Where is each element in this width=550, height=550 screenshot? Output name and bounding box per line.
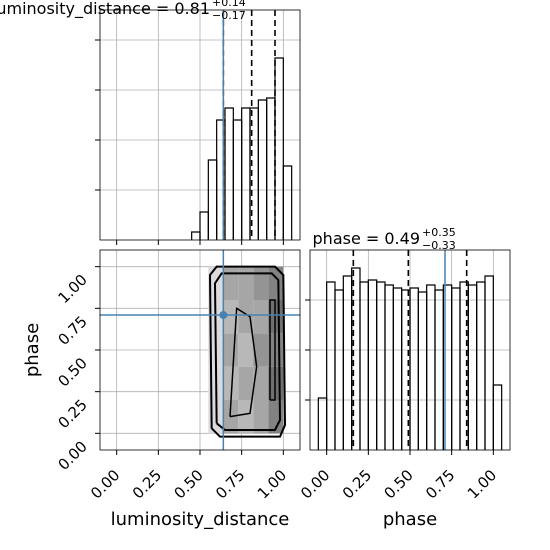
x-tick-label: 0.25: [129, 466, 165, 502]
histogram-bar: [199, 211, 209, 240]
histogram-bar: [326, 281, 336, 450]
x-tick-label: 0.25: [339, 466, 375, 502]
histogram-bar: [191, 231, 201, 240]
panel-frame: [99, 249, 301, 451]
title-upper: +0.14: [212, 0, 246, 9]
title-upper: +0.35: [422, 226, 456, 239]
density-cell: [238, 400, 254, 434]
histogram-bar: [434, 289, 444, 450]
x-tick-label: 0.50: [170, 466, 206, 502]
density-cell: [223, 366, 239, 400]
density-cell: [253, 400, 269, 434]
histogram-bar: [359, 281, 369, 450]
panel-frame: [309, 249, 511, 451]
y-tick-label: 1.00: [54, 271, 90, 307]
histogram-bar: [232, 119, 243, 240]
x-tick-label: 1.00: [254, 466, 290, 502]
histogram-bar: [467, 284, 478, 450]
contour-line: [269, 299, 276, 401]
density-cell: [253, 266, 269, 300]
density-cell: [223, 266, 239, 300]
density-cell: [253, 300, 269, 334]
density-cell: [238, 266, 254, 300]
histogram-bar: [417, 291, 428, 450]
x-axis-label: luminosity_distance: [111, 509, 290, 530]
histogram-bar: [282, 165, 293, 240]
histogram-bar: [384, 284, 394, 450]
histogram-bar: [367, 279, 378, 450]
x-tick-label: 0.75: [212, 466, 248, 502]
x-axis-label: phase: [383, 509, 437, 530]
histogram-bar: [376, 281, 386, 450]
density-cell: [238, 366, 254, 400]
histogram-bar: [317, 397, 328, 450]
histogram-bar: [342, 275, 353, 450]
panel-title: luminosity_distance = 0.81: [0, 0, 210, 19]
panel-frame: [99, 9, 301, 241]
title-lower: −0.33: [422, 239, 456, 252]
x-tick-label: 0.00: [297, 466, 333, 502]
histogram-bar: [224, 107, 234, 240]
histogram-bar: [207, 159, 218, 240]
histogram-bar: [484, 275, 494, 450]
y-tick-label: 0.50: [54, 354, 90, 390]
truth-point: [219, 311, 228, 319]
x-tick-label: 0.50: [380, 466, 416, 502]
density-cell: [223, 333, 239, 367]
histogram-bar: [257, 99, 268, 240]
histogram-bar: [241, 107, 251, 240]
histogram-bar: [492, 384, 503, 450]
contour-line: [229, 307, 258, 418]
density-cell: [223, 300, 239, 334]
contour-line: [213, 272, 282, 431]
density-cell: [253, 366, 269, 400]
histogram-bar: [266, 97, 276, 240]
histogram-bar: [274, 57, 284, 240]
panel-title: phase = 0.49: [313, 229, 420, 248]
y-axis-label: phase: [22, 323, 43, 377]
x-tick-label: 0.75: [422, 466, 458, 502]
y-tick-label: 0.75: [54, 312, 90, 348]
title-lower: −0.17: [212, 9, 246, 22]
density-cell: [238, 300, 254, 334]
histogram-bar: [476, 281, 486, 450]
histogram-bar: [451, 287, 461, 450]
y-tick-label: 0.25: [54, 396, 90, 432]
histogram-bar: [334, 289, 344, 450]
density-cell: [253, 333, 269, 367]
density-cell: [238, 333, 254, 367]
x-tick-label: 1.00: [464, 466, 500, 502]
histogram-bar: [392, 287, 403, 450]
y-tick-label: 0.00: [54, 437, 90, 473]
contour-line: [208, 265, 287, 438]
x-tick-label: 0.00: [87, 466, 123, 502]
histogram-bar: [426, 284, 436, 450]
histogram-bar: [409, 287, 419, 450]
